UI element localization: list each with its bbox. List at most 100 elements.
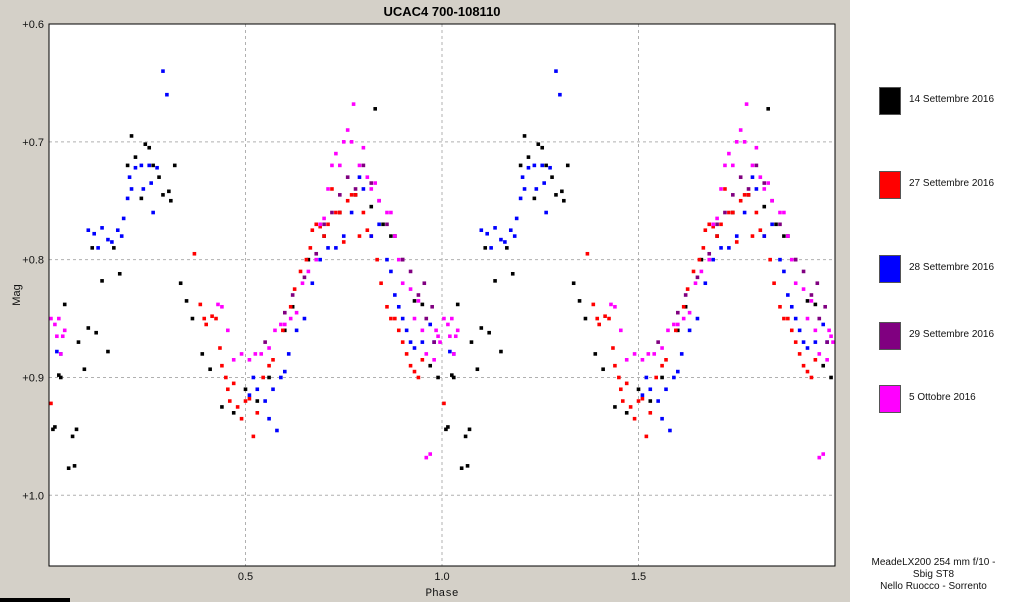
data-point xyxy=(267,375,271,380)
data-point xyxy=(165,92,169,97)
x-tick-label: 1.5 xyxy=(631,571,646,583)
data-point xyxy=(526,165,531,170)
data-point xyxy=(448,334,452,339)
data-point xyxy=(793,257,798,262)
data-point xyxy=(782,269,786,274)
data-point xyxy=(648,387,653,392)
legend-item-3: 28 Settembre 2016 xyxy=(879,255,1017,283)
data-point xyxy=(396,304,401,309)
data-point xyxy=(259,352,264,356)
data-point xyxy=(416,293,421,297)
data-point xyxy=(451,352,456,356)
data-point xyxy=(620,399,625,403)
data-point xyxy=(117,271,122,276)
data-point xyxy=(505,246,509,250)
data-point xyxy=(51,427,55,432)
data-point xyxy=(57,316,61,321)
data-point xyxy=(255,411,260,415)
data-point xyxy=(428,322,433,327)
data-point xyxy=(815,281,820,286)
data-point xyxy=(485,231,489,236)
data-point xyxy=(190,316,195,321)
data-point xyxy=(455,328,460,333)
credits-line-2: Sbig ST8 xyxy=(912,569,955,580)
y-axis-label: Mag xyxy=(11,284,23,305)
data-point xyxy=(125,196,130,201)
data-point xyxy=(184,299,189,303)
data-point xyxy=(49,316,53,321)
legend-label-2: 27 Settembre 2016 xyxy=(909,178,995,189)
data-point xyxy=(453,334,458,339)
data-point xyxy=(286,352,291,356)
data-point xyxy=(133,155,138,159)
data-point xyxy=(243,387,248,392)
legend-label-4: 29 Settembre 2016 xyxy=(909,329,995,340)
plot-panel: 0.5 1.0 1.5 +0.6 +0.7 +0.8 +0.9 +1.0 UCAC4 700-1… xyxy=(11,4,836,600)
data-point xyxy=(385,304,389,309)
data-point xyxy=(711,257,715,262)
data-point xyxy=(408,363,413,368)
data-point xyxy=(314,257,319,262)
data-point xyxy=(801,340,806,344)
data-point xyxy=(239,352,244,356)
data-point xyxy=(58,352,63,356)
data-point xyxy=(801,287,806,291)
data-point xyxy=(341,234,346,238)
data-point xyxy=(139,163,144,168)
data-point xyxy=(774,222,778,227)
data-point xyxy=(479,228,484,232)
data-point xyxy=(778,257,782,262)
y-tick-label: +0.6 xyxy=(22,19,44,31)
data-point xyxy=(508,228,513,232)
data-point xyxy=(72,464,77,468)
data-point xyxy=(768,257,772,262)
data-point xyxy=(400,340,405,344)
data-point xyxy=(676,310,680,315)
data-point xyxy=(255,399,260,403)
data-point xyxy=(357,163,362,168)
data-point xyxy=(294,328,299,333)
data-point xyxy=(231,358,236,362)
data-point xyxy=(450,316,454,321)
data-point xyxy=(357,234,362,238)
data-point xyxy=(782,234,786,238)
data-point xyxy=(53,425,57,429)
data-point xyxy=(304,257,309,262)
data-point xyxy=(821,363,826,368)
data-point xyxy=(731,193,735,197)
data-point xyxy=(801,363,806,368)
data-point xyxy=(593,352,598,356)
data-point xyxy=(334,151,338,156)
data-point xyxy=(92,231,96,236)
data-point xyxy=(601,367,605,372)
data-point xyxy=(691,269,696,274)
data-point xyxy=(373,107,377,111)
data-point xyxy=(797,352,802,356)
data-point xyxy=(430,304,434,309)
data-point xyxy=(786,293,790,297)
data-point xyxy=(754,187,759,191)
data-point xyxy=(178,281,183,286)
data-point xyxy=(326,246,330,250)
data-point xyxy=(349,193,354,197)
data-point xyxy=(695,316,700,321)
data-point xyxy=(640,393,645,397)
data-point xyxy=(127,175,132,179)
data-point xyxy=(57,373,61,377)
data-point xyxy=(624,358,629,362)
data-point xyxy=(326,187,330,191)
data-point xyxy=(644,375,649,380)
data-point xyxy=(330,187,334,191)
data-point xyxy=(334,210,338,215)
data-point xyxy=(558,92,562,97)
data-point xyxy=(632,352,637,356)
data-point xyxy=(349,140,354,144)
data-point xyxy=(96,246,100,250)
data-point xyxy=(719,246,723,250)
legend-panel: 14 Settembre 2016 27 Settembre 2016 28 S… xyxy=(850,0,1017,602)
data-point xyxy=(341,240,346,244)
data-point xyxy=(644,434,649,439)
data-point xyxy=(420,358,425,362)
data-point xyxy=(750,234,755,238)
data-point xyxy=(424,455,429,460)
